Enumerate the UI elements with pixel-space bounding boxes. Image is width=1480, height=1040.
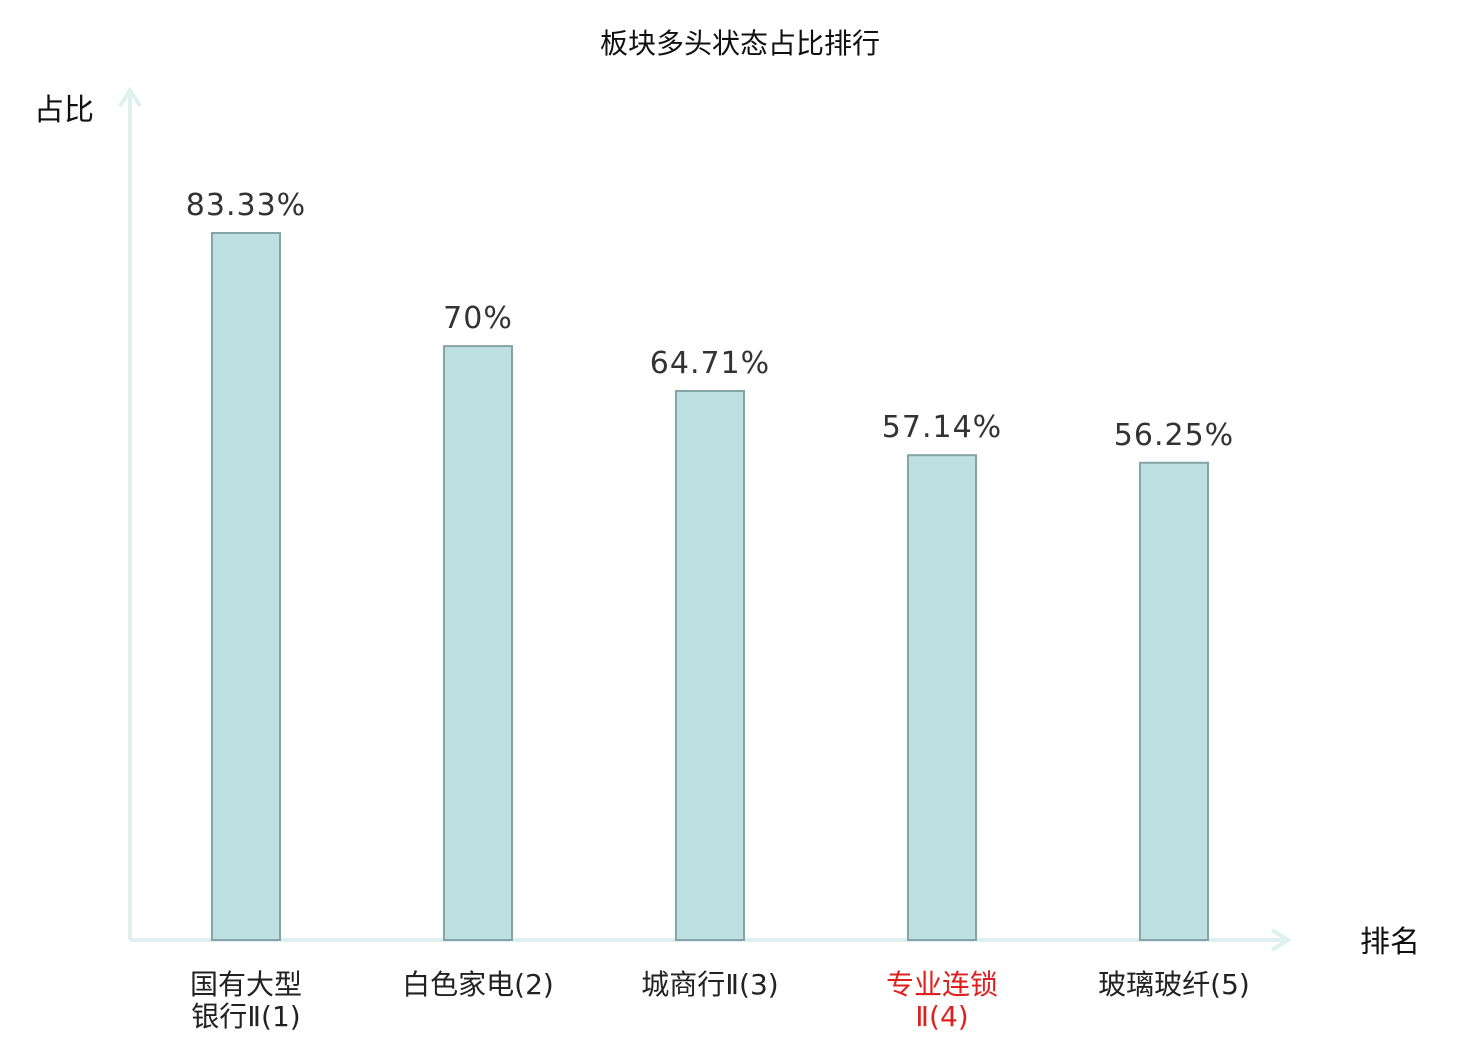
value-label-4: 57.14%	[882, 410, 1002, 445]
chart-title: 板块多头状态占比排行	[599, 27, 880, 60]
tick-label-line: 玻璃玻纤(5)	[1098, 968, 1250, 1001]
tick-labels: 国有大型银行Ⅱ(1) 白色家电(2) 城商行Ⅱ(3) 专业连锁 Ⅱ(4) 玻璃玻纤(5)	[190, 968, 1250, 1033]
bar-5	[1139, 461, 1209, 941]
value-labels: 83.33% 70% 64.71% 57.14% 56.25%	[186, 188, 1234, 453]
tick-label-line: 白色家电(2)	[402, 968, 554, 1001]
tick-label-1: 国有大型银行Ⅱ(1)	[190, 968, 302, 1033]
value-label-2: 70%	[443, 301, 513, 336]
bar-2	[443, 345, 513, 941]
tick-label-line: 专业连锁	[886, 968, 998, 1001]
tick-label-2: 白色家电(2)	[402, 968, 554, 1001]
tick-label-3: 城商行Ⅱ(3)	[641, 968, 778, 1001]
tick-label-line: 银行Ⅱ(1)	[191, 1000, 300, 1033]
y-axis-label: 占比	[34, 93, 94, 128]
tick-label-line: 城商行Ⅱ(3)	[641, 968, 778, 1001]
x-axis-arrow-icon	[1270, 928, 1292, 952]
value-label-1: 83.33%	[186, 188, 306, 223]
bars	[211, 232, 1209, 941]
value-label-3: 64.71%	[650, 346, 770, 381]
tick-label-line: 国有大型	[190, 968, 302, 1001]
bar-4	[907, 454, 977, 941]
tick-label-5: 玻璃玻纤(5)	[1098, 968, 1250, 1001]
tick-label-4: 专业连锁 Ⅱ(4)	[886, 968, 998, 1033]
tick-label-line: Ⅱ(4)	[915, 1000, 968, 1033]
bar-1	[211, 232, 281, 941]
bar-3	[675, 389, 745, 941]
value-label-5: 56.25%	[1114, 418, 1234, 453]
y-axis-arrow-icon	[118, 86, 142, 108]
x-axis-label: 排名	[1360, 925, 1420, 960]
